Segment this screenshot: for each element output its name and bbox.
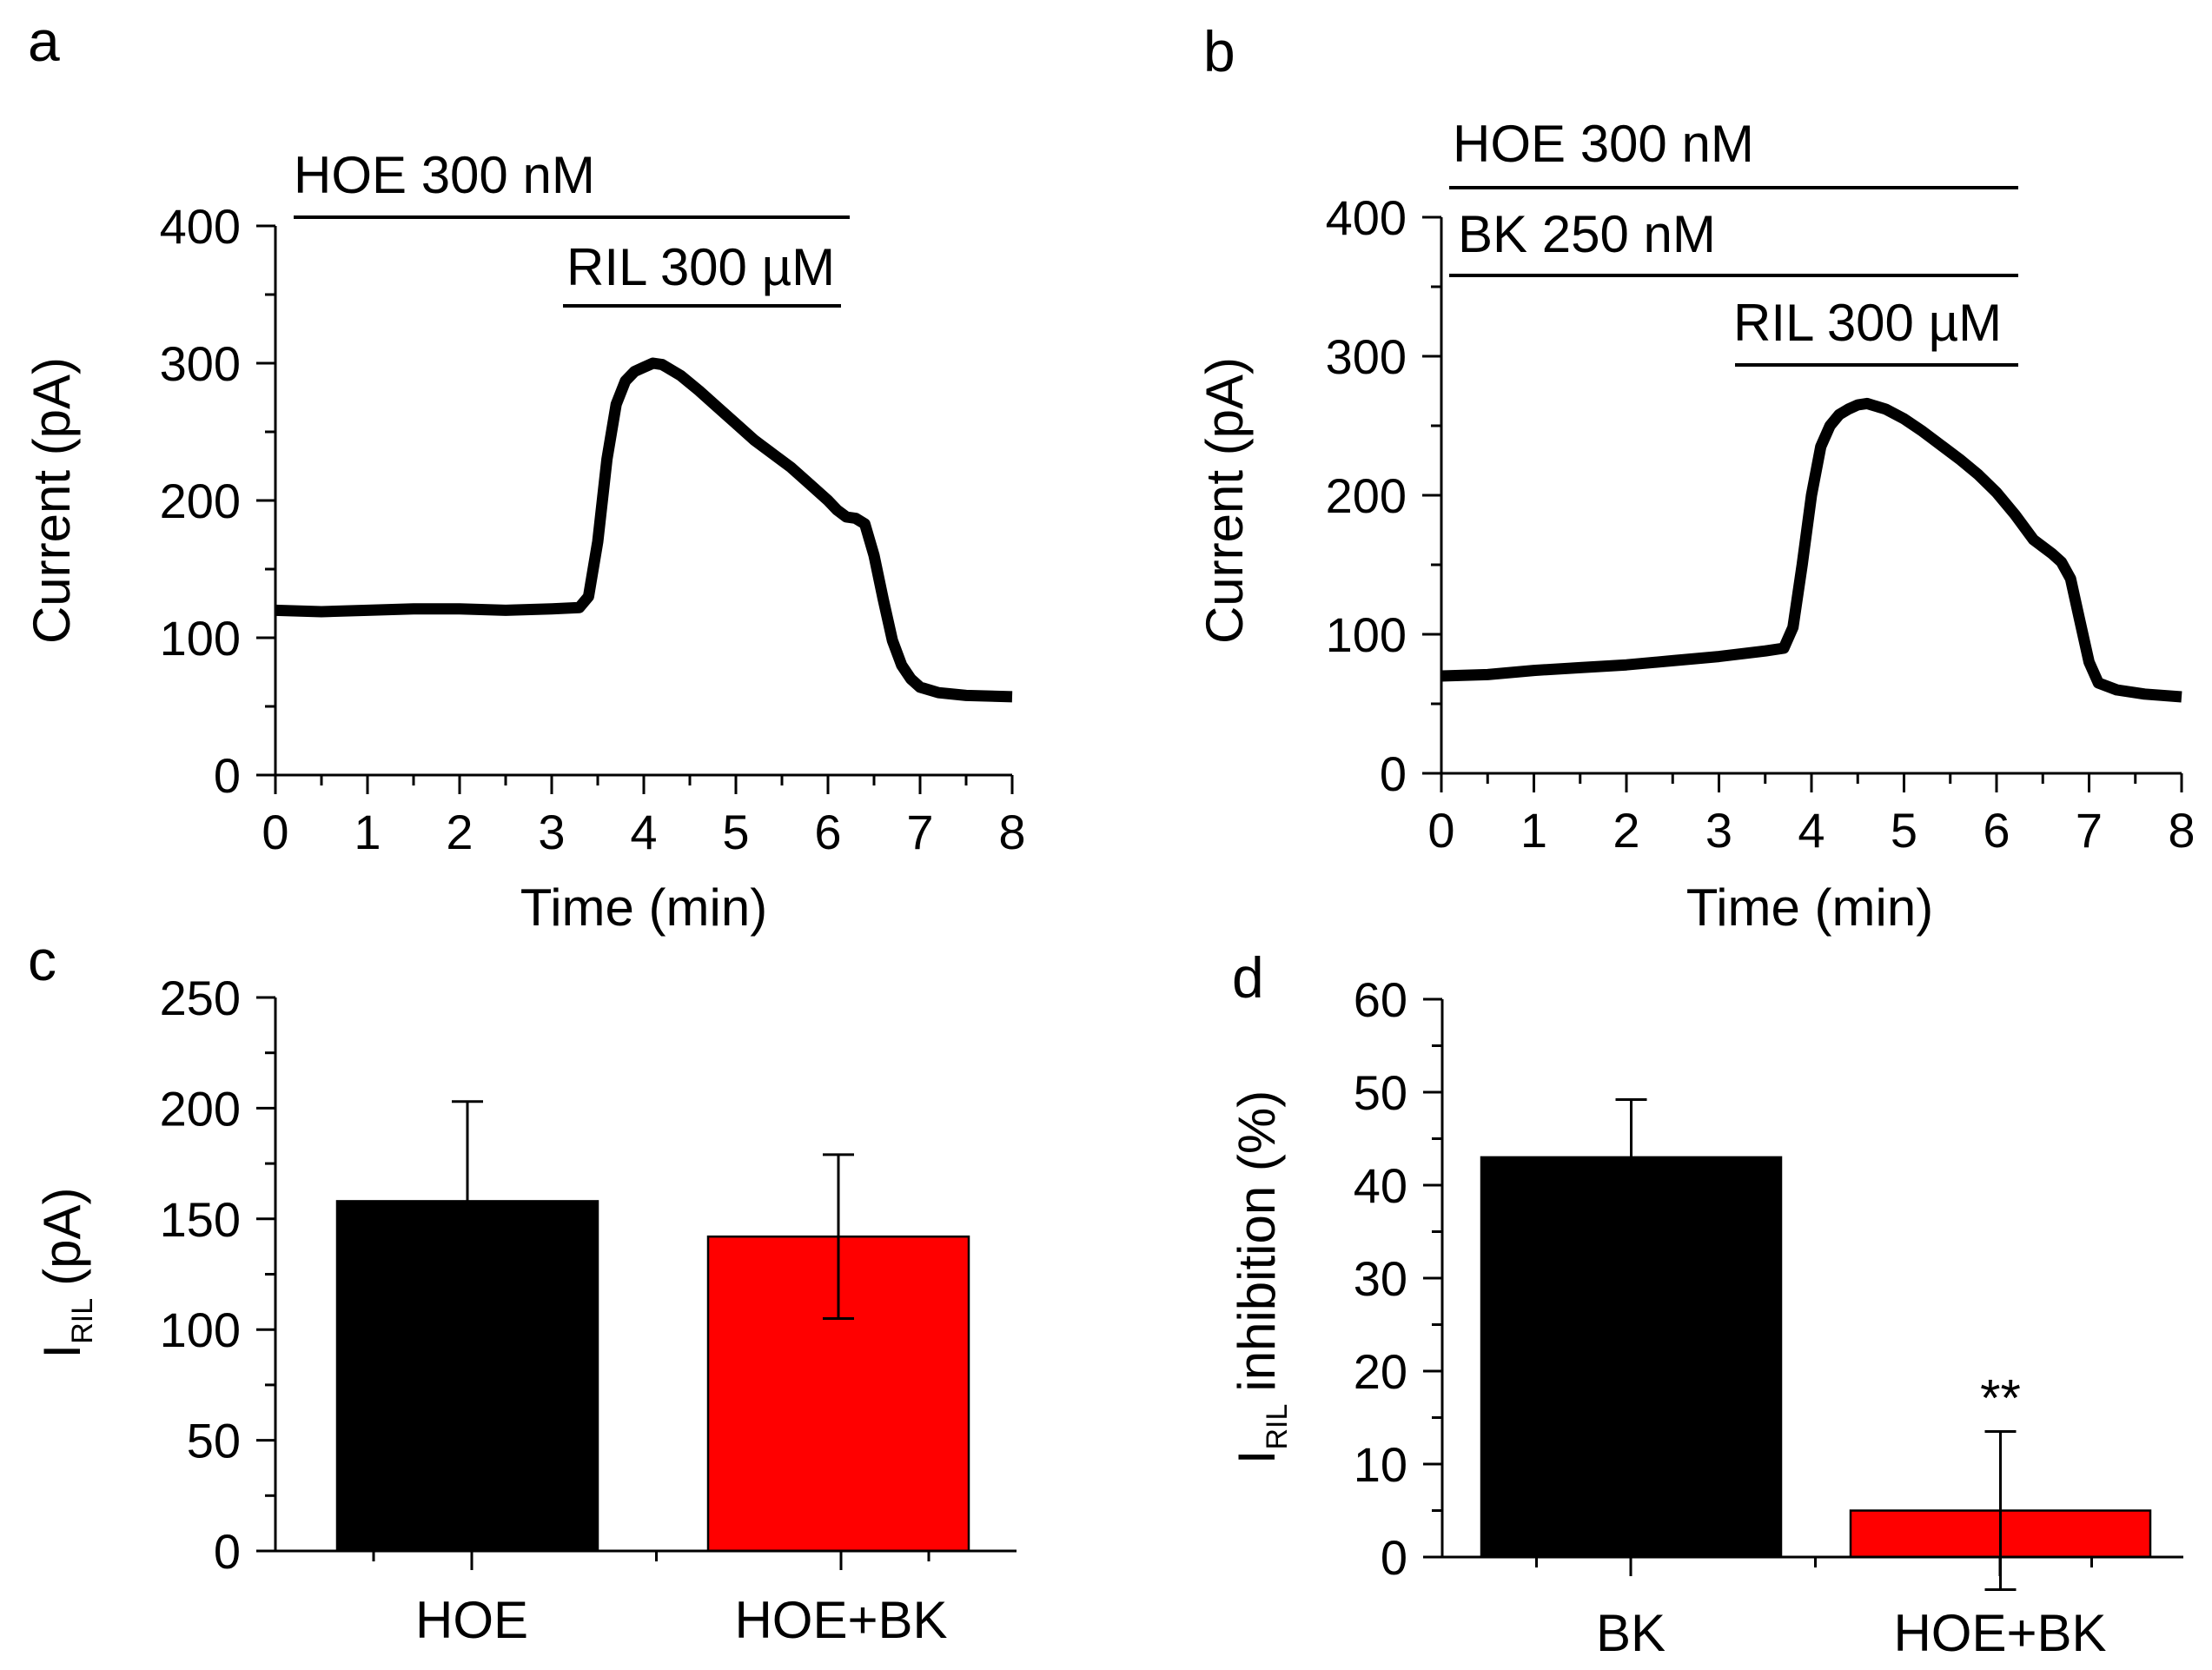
a-y-tick-label: 400 (160, 199, 241, 254)
a-axes (274, 226, 1012, 777)
a-hoe-label: HOE 300 nM (294, 146, 595, 204)
b-x-tick-label: 7 (2076, 803, 2103, 858)
b-y-tick-label: 100 (1326, 607, 1407, 662)
a-x-tick-label: 0 (262, 805, 288, 859)
c-ylabel-suffix: (pA) (33, 1188, 91, 1286)
d-y-tick-label: 10 (1354, 1437, 1407, 1492)
d-y-tick-label: 40 (1354, 1158, 1407, 1213)
d-category-label: BK (1596, 1604, 1666, 1662)
b-y-axis-label: Current (pA) (1195, 357, 1254, 644)
c-y-tick-label: 200 (160, 1081, 241, 1136)
b-x-tick-label: 6 (1983, 803, 2010, 858)
d-ticks: 0 10 20 30 40 50 60 BK HOE+BK (1354, 972, 2107, 1662)
a-y-tick-label: 200 (160, 474, 241, 528)
a-x-tick-label: 7 (906, 805, 933, 859)
c-y-tick-label: 50 (187, 1414, 241, 1468)
d-axes (1440, 999, 2183, 1559)
panel-letter-d: d (1232, 945, 1264, 1010)
b-y-tick-label: 400 (1326, 190, 1407, 245)
c-y-tick-label: 0 (214, 1524, 241, 1579)
a-drug-bars: HOE 300 nM RIL 300 µM (294, 146, 850, 308)
d-y-tick-label: 0 (1381, 1530, 1407, 1585)
c-y-tick-label: 250 (160, 971, 241, 1025)
b-axes (1440, 217, 2182, 775)
d-ylabel-main: I (1228, 1450, 1286, 1465)
b-x-tick-label: 4 (1798, 803, 1825, 858)
a-y-axis-label: Current (pA) (23, 357, 81, 644)
b-ril-label: RIL 300 µM (1733, 294, 2002, 352)
panel-b: b 0 1 2 3 4 5 6 7 8 0 100 200 300 400 HOE 300 nM BK 2… (1195, 19, 2195, 937)
a-x-tick-label: 1 (354, 805, 381, 859)
b-ticks: 0 1 2 3 4 5 6 7 8 0 100 200 300 400 (1326, 190, 2195, 858)
d-significance-annotation: ** (1980, 1369, 2021, 1428)
a-x-tick-label: 5 (722, 805, 749, 859)
a-x-tick-label: 6 (814, 805, 841, 859)
a-y-tick-label: 0 (214, 748, 241, 803)
d-bars (1480, 1098, 2152, 1591)
a-ticks: 0 1 2 3 4 5 6 7 8 0 100 200 300 400 (160, 199, 1026, 859)
a-x-axis-label: Time (min) (520, 878, 767, 937)
panel-letter-a: a (28, 9, 60, 73)
c-y-axis-label: IRIL (pA) (33, 1188, 99, 1359)
a-x-tick-label: 4 (630, 805, 657, 859)
b-hoe-label: HOE 300 nM (1453, 115, 1754, 173)
c-category-label: HOE+BK (734, 1591, 947, 1649)
c-bars (335, 1100, 970, 1553)
b-x-tick-label: 2 (1613, 803, 1639, 858)
b-current-trace (1440, 397, 2182, 703)
b-x-axis-label: Time (min) (1686, 878, 1933, 937)
d-ylabel-subscript: RIL (1261, 1404, 1294, 1450)
d-y-tick-label: 20 (1354, 1344, 1407, 1399)
b-x-tick-label: 8 (2168, 803, 2195, 858)
b-x-tick-label: 5 (1891, 803, 1917, 858)
d-bar-bk (1480, 1156, 1783, 1559)
panel-d: d 0 10 20 30 40 50 60 BK HOE+BK IRIL inhibition (… (1228, 945, 2183, 1662)
b-y-tick-label: 0 (1380, 746, 1407, 801)
a-y-tick-label: 100 (160, 611, 241, 666)
c-category-label: HOE (415, 1591, 528, 1649)
panel-a: a 0 1 2 3 4 5 6 7 8 0 100 200 300 400 HOE 300 nM RIL … (23, 9, 1026, 937)
b-x-tick-label: 0 (1427, 803, 1454, 858)
a-current-trace (275, 357, 1013, 703)
b-drug-bars: HOE 300 nM BK 250 nM RIL 300 µM (1449, 115, 2018, 367)
panel-c: c 0 50 100 150 200 250 HOE HOE+BK IRIL (pA) (28, 928, 1017, 1649)
c-axes (274, 997, 1017, 1553)
a-ril-label: RIL 300 µM (566, 238, 835, 296)
c-ylabel-subscript: RIL (66, 1298, 99, 1344)
b-bk-label: BK 250 nM (1458, 205, 1716, 263)
c-ticks: 0 50 100 150 200 250 HOE HOE+BK (160, 971, 948, 1649)
b-x-tick-label: 3 (1705, 803, 1732, 858)
d-y-tick-label: 50 (1354, 1065, 1407, 1120)
panel-letter-b: b (1203, 19, 1235, 83)
d-ylabel-suffix: inhibition (%) (1228, 1090, 1286, 1392)
a-y-tick-label: 300 (160, 336, 241, 391)
panel-letter-c: c (28, 928, 56, 992)
d-y-tick-label: 30 (1354, 1251, 1407, 1306)
a-x-tick-label: 2 (446, 805, 473, 859)
c-y-tick-label: 100 (160, 1302, 241, 1357)
b-x-tick-label: 1 (1520, 803, 1547, 858)
c-ylabel-main: I (33, 1344, 91, 1359)
a-x-tick-label: 8 (998, 805, 1025, 859)
d-category-label: HOE+BK (1893, 1604, 2106, 1662)
c-y-tick-label: 150 (160, 1192, 241, 1247)
d-y-tick-label: 60 (1354, 972, 1407, 1027)
d-y-axis-label: IRIL inhibition (%) (1228, 1090, 1294, 1464)
a-x-tick-label: 3 (538, 805, 565, 859)
b-y-tick-label: 200 (1326, 468, 1407, 523)
b-y-tick-label: 300 (1326, 329, 1407, 384)
